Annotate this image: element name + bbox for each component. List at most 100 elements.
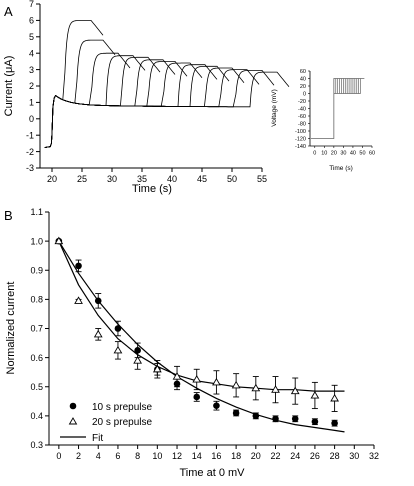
y-tick-label: 6 [29, 16, 34, 26]
inset-x-ticks: 0 10 20 30 40 50 60 [313, 146, 375, 157]
y-tick-label: 4 [29, 48, 34, 58]
legend-label: 20 s prepulse [92, 417, 152, 428]
y-ticks: -3 -2 -1 0 1 2 3 4 5 6 7 [26, 0, 40, 173]
voltage-protocol-trace [310, 78, 365, 139]
y-tick-label: 40 [300, 76, 306, 82]
current-trace [44, 39, 116, 148]
y-tick-label: 1.1 [30, 207, 43, 217]
y-tick-label: 1 [29, 98, 34, 108]
x-tick-label: 16 [211, 451, 221, 461]
y-tick-label: -140 [295, 144, 306, 150]
data-point-10s [252, 412, 260, 420]
y-tick-label: 0.5 [30, 382, 43, 392]
current-traces [44, 20, 290, 148]
x-tick-label: 22 [271, 451, 281, 461]
fit-curve [58, 240, 345, 392]
data-point-20s [133, 356, 143, 364]
data-point-10s [114, 325, 122, 332]
x-tick-label: 50 [359, 151, 365, 157]
data-point-10s [94, 297, 102, 305]
current-trace [44, 67, 245, 148]
x-tick-label: 32 [369, 451, 379, 461]
x-tick-label: 26 [310, 451, 320, 461]
y-tick-label: -120 [295, 136, 306, 142]
data-point-20s [152, 364, 162, 373]
data-point-20s [231, 380, 241, 389]
y-tick-label: -3 [26, 163, 34, 173]
x-tick-label: 40 [167, 174, 177, 184]
data-point-10s [311, 418, 319, 426]
y-tick-label: 0 [29, 114, 34, 124]
panel-a-protocol-inset: 0 10 20 30 40 50 60 -140-120-100-80-60-40-2002… [271, 69, 375, 172]
legend: 10 s prepulse 20 s prepulse Fit [60, 402, 152, 444]
x-tick-label: 20 [331, 151, 337, 157]
y-tick-label: -20 [298, 99, 306, 105]
x-axis-label: Time (s) [132, 183, 172, 195]
x-tick-label: 0 [56, 451, 61, 461]
inset-x-axis-label: Time (s) [329, 165, 353, 172]
fit-curve [58, 240, 345, 433]
data-point-10s [232, 409, 240, 417]
x-tick-label: 30 [107, 174, 117, 184]
x-tick-label: 12 [172, 451, 182, 461]
x-tick-label: 10 [321, 151, 327, 157]
x-tick-label: 4 [96, 451, 101, 461]
y-tick-label: 2 [29, 81, 34, 91]
legend-label: Fit [92, 433, 103, 444]
data-point-10s [193, 393, 201, 401]
y-tick-label: 60 [300, 69, 306, 75]
data-points [54, 236, 339, 427]
x-tick-label: 6 [115, 451, 120, 461]
y-ticks: 0.3 0.4 0.5 0.6 0.7 0.8 0.9 1.0 1.1 [30, 207, 49, 450]
y-tick-label: 0.9 [30, 265, 43, 275]
current-trace [44, 59, 176, 148]
x-tick-label: 0 [313, 151, 316, 157]
data-point-20s [54, 236, 64, 245]
x-tick-label: 25 [77, 174, 87, 184]
data-point-20s [271, 385, 280, 393]
x-tick-label: 20 [47, 174, 57, 184]
y-tick-label: -1 [26, 130, 34, 140]
y-tick-label: 3 [29, 65, 34, 75]
y-tick-label: -80 [298, 121, 306, 127]
y-tick-label: -2 [26, 147, 34, 157]
data-point-20s [330, 393, 339, 402]
data-point-20s [74, 296, 83, 304]
current-trace [44, 55, 146, 148]
data-point-10s [75, 262, 82, 270]
x-tick-label: 20 [251, 451, 261, 461]
panel-b-label: B [4, 208, 13, 223]
panel-a-label: A [4, 4, 13, 19]
current-trace [44, 56, 161, 148]
x-tick-label: 2 [76, 451, 81, 461]
data-point-10s [134, 347, 141, 354]
y-tick-label: 0 [303, 91, 306, 97]
legend-label: 10 s prepulse [92, 402, 152, 413]
x-ticks: 20 25 30 35 40 45 50 55 [47, 168, 267, 184]
data-point-20s [310, 390, 320, 399]
y-axis-label: Current (μA) [3, 56, 15, 117]
x-tick-label: 50 [227, 174, 237, 184]
y-tick-label: 20 [300, 84, 306, 90]
data-point-20s [93, 329, 103, 338]
inset-y-axis-label: Voltage (mV) [271, 89, 278, 127]
y-axis-label: Normalized current [5, 282, 17, 375]
current-trace [44, 52, 131, 148]
y-tick-label: 0.7 [30, 324, 43, 334]
x-ticks: 0 2 4 6 8 10 12 14 16 18 20 22 24 26 28 30 32 [56, 445, 379, 461]
x-tick-label: 8 [135, 451, 140, 461]
data-point-10s [331, 419, 338, 427]
x-axis-label: Time at 0 mV [180, 467, 246, 479]
data-point-10s [173, 380, 181, 388]
fit-curves [58, 240, 345, 433]
x-tick-label: 24 [290, 451, 300, 461]
y-tick-label: -40 [298, 106, 306, 112]
x-tick-label: 10 [152, 451, 162, 461]
x-tick-label: 40 [350, 151, 356, 157]
legend-marker-open-triangle [68, 417, 78, 425]
data-point-20s [251, 383, 261, 392]
x-tick-label: 28 [330, 451, 340, 461]
